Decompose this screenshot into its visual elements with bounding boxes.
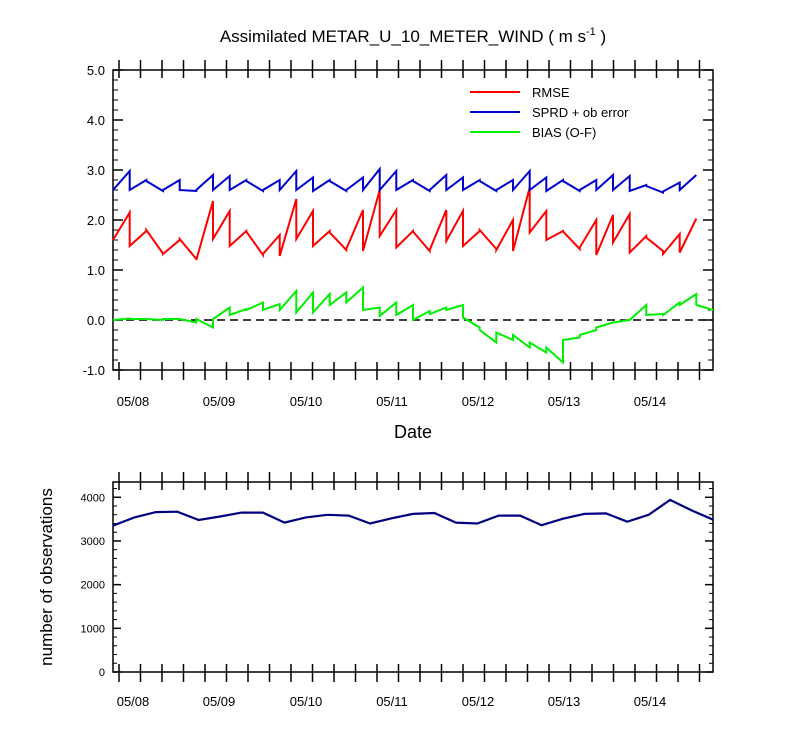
bottom-xtick-label: 05/10 <box>290 694 323 709</box>
bottom-plot-frame <box>112 481 714 673</box>
bottom-series-group <box>112 498 714 527</box>
top-ytick-label: 4.0 <box>87 113 105 128</box>
top-xtick-label: 05/13 <box>548 394 581 409</box>
top-ytick-label: 1.0 <box>87 263 105 278</box>
bottom-ytick-label: 4000 <box>81 492 105 504</box>
bottom-xtick-label: 05/08 <box>117 694 150 709</box>
top-x-axis: 05/08 05/09 05/10 05/11 05/12 05/13 05/14 <box>117 60 701 409</box>
top-y-axis: -1.0 0.0 1.0 2.0 3.0 4.0 5.0 <box>83 63 713 378</box>
legend-label: BIAS (O-F) <box>532 125 596 140</box>
bottom-xtick-label: 05/11 <box>376 694 408 709</box>
chart-title-main: Assimilated METAR_U_10_METER_WIND ( m s <box>220 27 586 46</box>
series-line-sprd-ob-error <box>112 166 697 194</box>
bottom-xtick-label: 05/13 <box>548 694 581 709</box>
rmse-bias-panel: -1.00.01.02.03.04.05.0 05/08 05/09 05/10 05… <box>83 60 714 442</box>
series-line-bias-o-f <box>112 285 714 365</box>
bottom-ytick-label: 2000 <box>81 580 105 592</box>
bottom-ytick-label: 0 <box>99 667 105 679</box>
chart-title-unit-superscript: -1 <box>586 26 596 38</box>
bottom-ytick-label: 1000 <box>81 623 105 635</box>
top-ytick-label: 0.0 <box>87 313 105 328</box>
bottom-x-axis: 05/08 05/09 05/10 05/11 05/12 05/13 05/14 <box>117 472 701 709</box>
series-line-observations <box>112 498 714 527</box>
top-xtick-label: 05/14 <box>634 394 667 409</box>
top-series-group <box>112 166 714 365</box>
bottom-y-axis: 0 1000 2000 3000 4000 <box>81 488 713 679</box>
y-axis-label-observations: number of observations <box>37 488 56 666</box>
legend-label: SPRD + ob error <box>532 105 629 120</box>
top-xtick-label: 05/12 <box>462 394 495 409</box>
chart-title: Assimilated METAR_U_10_METER_WIND ( m s-… <box>220 26 606 46</box>
chart-title-close: ) <box>596 27 606 46</box>
bottom-ytick-label: 3000 <box>81 536 105 548</box>
top-xtick-label: 05/10 <box>290 394 323 409</box>
top-xtick-label: 05/08 <box>117 394 150 409</box>
legend-label: RMSE <box>532 85 570 100</box>
top-ytick-label: -1.0 <box>83 363 105 378</box>
top-ytick-label: 3.0 <box>87 163 105 178</box>
top-ytick-label: 2.0 <box>87 213 105 228</box>
top-xtick-label: 05/09 <box>203 394 236 409</box>
top-ytick-label: 5.0 <box>87 63 105 78</box>
top-xtick-label: 05/11 <box>376 394 408 409</box>
x-axis-label: Date <box>394 422 432 442</box>
bottom-xtick-label: 05/12 <box>462 694 495 709</box>
series-line-rmse <box>112 187 698 261</box>
bottom-xtick-label: 05/09 <box>203 694 236 709</box>
bottom-xtick-label: 05/14 <box>634 694 667 709</box>
legend: RMSE SPRD + ob error BIAS (O-F) <box>470 85 629 140</box>
